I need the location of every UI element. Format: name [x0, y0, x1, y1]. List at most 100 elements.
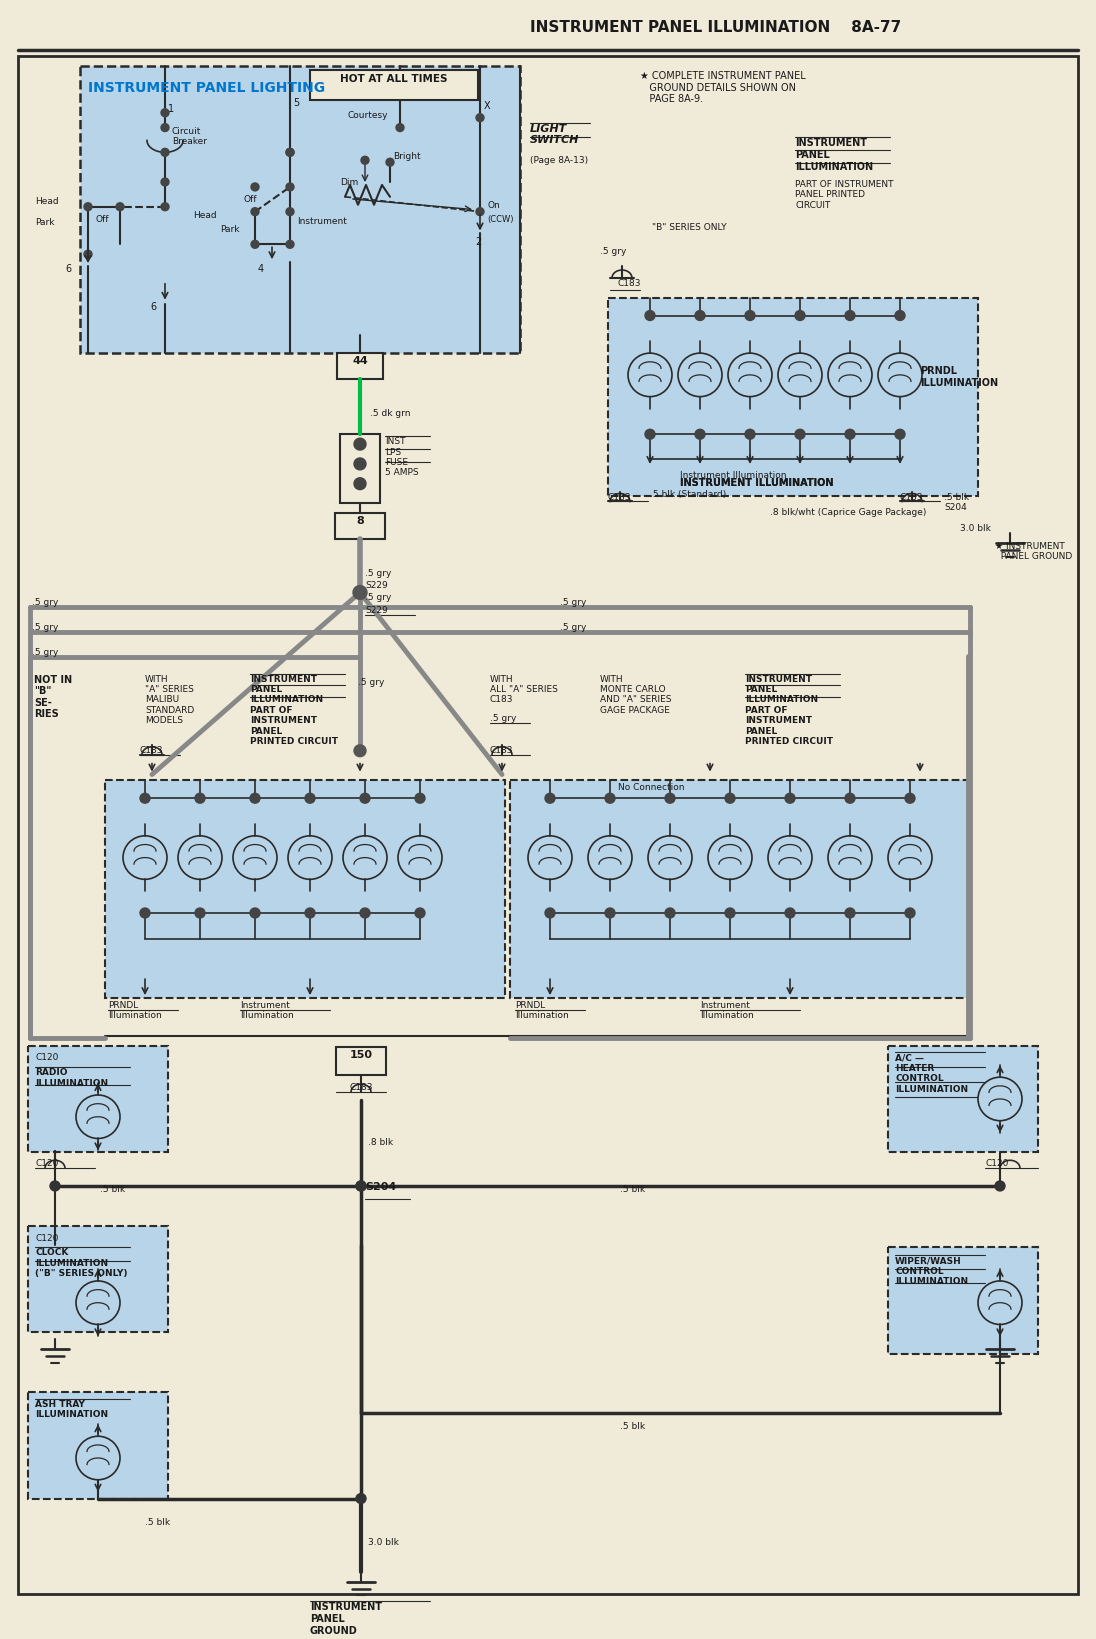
- Text: C183: C183: [490, 746, 514, 754]
- Text: C183: C183: [350, 1082, 373, 1092]
- Text: (Page 8A-13): (Page 8A-13): [530, 156, 589, 166]
- Circle shape: [305, 908, 315, 918]
- Text: INST
LPS
FUSE
5 AMPS: INST LPS FUSE 5 AMPS: [385, 438, 419, 477]
- Text: INSTRUMENT
PANEL
ILLUMINATION
PART OF
INSTRUMENT
PANEL
PRINTED CIRCUIT: INSTRUMENT PANEL ILLUMINATION PART OF IN…: [250, 674, 338, 746]
- Circle shape: [476, 208, 484, 216]
- Bar: [80, 67, 520, 354]
- Circle shape: [76, 1282, 119, 1324]
- Circle shape: [140, 908, 150, 918]
- Text: C120: C120: [35, 1159, 58, 1167]
- Text: ★ INSTRUMENT
  PANEL GROUND: ★ INSTRUMENT PANEL GROUND: [995, 543, 1072, 561]
- Text: .5 blk: .5 blk: [620, 1421, 646, 1431]
- Circle shape: [745, 311, 755, 321]
- Text: Head: Head: [35, 197, 58, 207]
- Circle shape: [161, 125, 169, 133]
- Circle shape: [845, 908, 855, 918]
- Circle shape: [845, 429, 855, 439]
- Circle shape: [695, 429, 705, 439]
- Circle shape: [50, 1182, 60, 1192]
- Circle shape: [195, 908, 205, 918]
- Bar: [28, 1226, 168, 1333]
- Text: INSTRUMENT
PANEL
ILLUMINATION
PART OF
INSTRUMENT
PANEL
PRINTED CIRCUIT: INSTRUMENT PANEL ILLUMINATION PART OF IN…: [745, 674, 833, 746]
- Text: Head: Head: [193, 211, 217, 220]
- Circle shape: [648, 836, 692, 880]
- Text: .5 gry: .5 gry: [600, 246, 627, 256]
- Text: WITH
"A" SERIES
MALIBU
STANDARD
MODELS: WITH "A" SERIES MALIBU STANDARD MODELS: [145, 674, 194, 724]
- Text: .5 blk
S204: .5 blk S204: [944, 492, 969, 511]
- Circle shape: [665, 908, 675, 918]
- Circle shape: [845, 311, 855, 321]
- Text: .5 gry: .5 gry: [32, 647, 58, 657]
- Circle shape: [778, 354, 822, 397]
- Circle shape: [361, 157, 369, 166]
- Text: RADIO
ILLUMINATION: RADIO ILLUMINATION: [35, 1067, 109, 1087]
- Text: C120: C120: [985, 1159, 1008, 1167]
- Circle shape: [140, 793, 150, 803]
- Bar: [28, 1046, 168, 1152]
- Text: X: X: [484, 100, 491, 111]
- Circle shape: [195, 793, 205, 803]
- Circle shape: [745, 429, 755, 439]
- Circle shape: [545, 793, 555, 803]
- Circle shape: [178, 836, 222, 880]
- Text: Instrument
Illumination: Instrument Illumination: [700, 1000, 754, 1019]
- Text: .5 gry: .5 gry: [560, 623, 586, 631]
- Text: Dim: Dim: [340, 179, 358, 187]
- Circle shape: [386, 159, 393, 167]
- Circle shape: [895, 311, 905, 321]
- Circle shape: [888, 836, 932, 880]
- Text: Courtesy: Courtesy: [349, 111, 388, 120]
- Circle shape: [161, 149, 169, 157]
- Circle shape: [84, 203, 92, 211]
- Text: 5: 5: [293, 98, 299, 108]
- Text: WIPER/WASH
CONTROL
ILLUMINATION: WIPER/WASH CONTROL ILLUMINATION: [895, 1255, 968, 1285]
- Circle shape: [665, 793, 675, 803]
- Text: No Connection: No Connection: [618, 782, 685, 792]
- Circle shape: [605, 793, 615, 803]
- Circle shape: [978, 1077, 1021, 1121]
- Circle shape: [354, 746, 366, 757]
- Text: .8 blk/wht (Caprice Gage Package): .8 blk/wht (Caprice Gage Package): [770, 508, 926, 516]
- Text: C183: C183: [618, 279, 641, 288]
- Text: NOT IN
"B"
SE-
RIES: NOT IN "B" SE- RIES: [34, 674, 72, 720]
- Bar: [510, 780, 970, 998]
- Circle shape: [545, 908, 555, 918]
- Circle shape: [354, 439, 366, 451]
- Circle shape: [415, 793, 425, 803]
- Circle shape: [398, 836, 442, 880]
- Text: ★ COMPLETE INSTRUMENT PANEL
   GROUND DETAILS SHOWN ON
   PAGE 8A-9.: ★ COMPLETE INSTRUMENT PANEL GROUND DETAI…: [640, 70, 806, 105]
- Text: .5 gry: .5 gry: [365, 569, 391, 577]
- Circle shape: [827, 836, 872, 880]
- Circle shape: [724, 908, 735, 918]
- Circle shape: [286, 149, 294, 157]
- Text: INSTRUMENT ILLUMINATION: INSTRUMENT ILLUMINATION: [680, 477, 833, 487]
- Circle shape: [286, 241, 294, 249]
- Text: INSTRUMENT ILLUMINATION: INSTRUMENT ILLUMINATION: [680, 477, 833, 487]
- Text: .5 gry: .5 gry: [32, 623, 58, 631]
- Circle shape: [528, 836, 572, 880]
- Text: (CCW): (CCW): [487, 215, 514, 225]
- Text: .5 gry: .5 gry: [358, 677, 385, 687]
- Circle shape: [250, 793, 260, 803]
- Text: 1: 1: [168, 103, 174, 113]
- Circle shape: [995, 1182, 1005, 1192]
- Circle shape: [795, 429, 804, 439]
- Circle shape: [646, 311, 655, 321]
- Text: 6: 6: [65, 264, 71, 274]
- Circle shape: [359, 908, 370, 918]
- Text: "B" SERIES ONLY: "B" SERIES ONLY: [652, 223, 727, 231]
- Circle shape: [356, 1182, 366, 1192]
- Circle shape: [356, 1493, 366, 1503]
- Bar: [336, 1047, 386, 1075]
- Text: Instrument
Illumination: Instrument Illumination: [240, 1000, 294, 1019]
- Text: Instrument Illumination: Instrument Illumination: [680, 470, 787, 480]
- Text: C183: C183: [900, 492, 924, 502]
- Text: PRNDL
Illumination: PRNDL Illumination: [515, 1000, 569, 1019]
- Circle shape: [678, 354, 722, 397]
- Circle shape: [161, 203, 169, 211]
- Text: PRNDL
ILLUMINATION: PRNDL ILLUMINATION: [920, 365, 998, 387]
- Text: .5 gry: .5 gry: [365, 593, 391, 602]
- Circle shape: [161, 179, 169, 187]
- Circle shape: [895, 429, 905, 439]
- Text: 150: 150: [350, 1051, 373, 1060]
